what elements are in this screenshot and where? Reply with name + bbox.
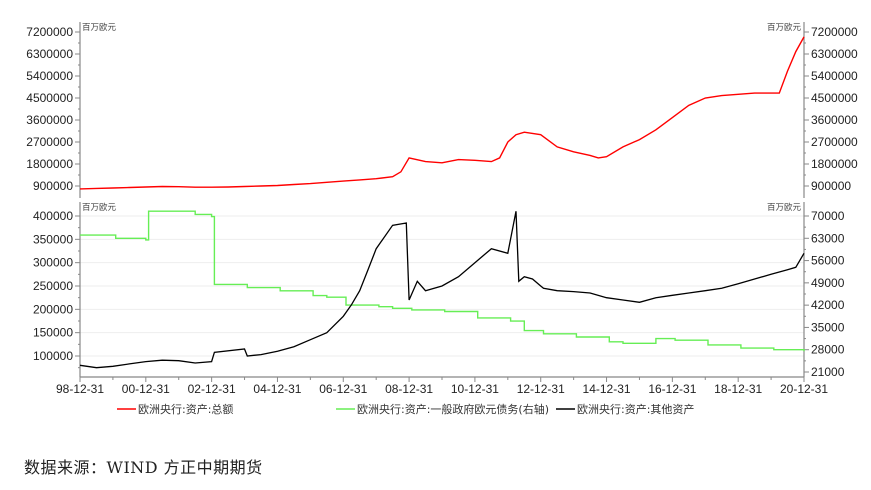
svg-text:6300000: 6300000	[26, 47, 73, 61]
top-left-ticks: 900000 1800000 2700000 3600000 4500000 540000…	[26, 25, 80, 193]
svg-text:3600000: 3600000	[811, 113, 858, 127]
svg-text:18-12-31: 18-12-31	[714, 382, 762, 396]
data-source-note: 数据来源：WIND 方正中期期货	[24, 454, 263, 478]
svg-text:2700000: 2700000	[811, 135, 858, 149]
legend-item-total-assets: 欧洲央行:资产:总额	[117, 402, 233, 416]
top-left-unit-label: 百万欧元	[82, 22, 117, 33]
ecb-balance-sheet-chart: 900000 1800000 2700000 3600000 4500000 540000…	[0, 0, 871, 440]
top-panel: 900000 1800000 2700000 3600000 4500000 540000…	[26, 22, 858, 198]
svg-text:56000: 56000	[811, 254, 845, 268]
legend: 欧洲央行:资产:总额 欧洲央行:资产:一般政府欧元债务(右轴) 欧洲央行:资产:…	[117, 402, 694, 416]
svg-text:4500000: 4500000	[26, 91, 73, 105]
svg-text:10-12-31: 10-12-31	[451, 382, 499, 396]
svg-text:49000: 49000	[811, 276, 845, 290]
svg-text:900000: 900000	[811, 179, 851, 193]
svg-text:6300000: 6300000	[811, 47, 858, 61]
svg-text:20-12-31: 20-12-31	[780, 382, 828, 396]
other-assets-line	[80, 211, 804, 367]
svg-text:70000: 70000	[811, 209, 845, 223]
svg-text:4500000: 4500000	[811, 91, 858, 105]
svg-text:14-12-31: 14-12-31	[583, 382, 631, 396]
bottom-right-unit-label: 百万欧元	[767, 202, 802, 213]
svg-text:63000: 63000	[811, 231, 845, 245]
svg-text:16-12-31: 16-12-31	[648, 382, 696, 396]
svg-text:150000: 150000	[33, 326, 73, 340]
legend-item-govt-debt: 欧洲央行:资产:一般政府欧元债务(右轴)	[336, 402, 549, 416]
svg-text:1800000: 1800000	[26, 157, 73, 171]
x-axis-ticks: 98-12-31 00-12-31 02-12-31 04-12-31 06-12-31…	[56, 377, 828, 396]
top-right-unit-label: 百万欧元	[767, 22, 802, 33]
svg-text:42000: 42000	[811, 298, 845, 312]
govt-euro-debt-line	[80, 211, 804, 351]
svg-text:900000: 900000	[33, 179, 73, 193]
svg-text:5400000: 5400000	[811, 69, 858, 83]
svg-text:300000: 300000	[33, 256, 73, 270]
svg-text:350000: 350000	[33, 232, 73, 246]
svg-text:250000: 250000	[33, 279, 73, 293]
svg-text:04-12-31: 04-12-31	[253, 382, 301, 396]
svg-text:7200000: 7200000	[26, 25, 73, 39]
svg-text:200000: 200000	[33, 302, 73, 316]
svg-text:08-12-31: 08-12-31	[385, 382, 433, 396]
svg-text:3600000: 3600000	[26, 113, 73, 127]
svg-text:98-12-31: 98-12-31	[56, 382, 104, 396]
legend-label: 欧洲央行:资产:其他资产	[577, 402, 694, 416]
bottom-right-ticks: 21000 28000 35000 42000 49000 56000 63000 70000	[804, 209, 845, 379]
legend-label: 欧洲央行:资产:一般政府欧元债务(右轴)	[357, 402, 549, 416]
svg-text:28000: 28000	[811, 343, 845, 357]
svg-text:100000: 100000	[33, 349, 73, 363]
svg-text:400000: 400000	[33, 209, 73, 223]
svg-text:02-12-31: 02-12-31	[188, 382, 236, 396]
svg-text:2700000: 2700000	[26, 135, 73, 149]
bottom-left-ticks: 100000 150000 200000 250000 300000 350000 4000…	[33, 209, 80, 368]
svg-text:12-12-31: 12-12-31	[517, 382, 565, 396]
svg-text:06-12-31: 06-12-31	[319, 382, 367, 396]
svg-text:1800000: 1800000	[811, 157, 858, 171]
total-assets-line	[80, 37, 804, 189]
bottom-panel: 100000 150000 200000 250000 300000 350000 4000…	[33, 202, 845, 396]
svg-text:5400000: 5400000	[26, 69, 73, 83]
svg-text:35000: 35000	[811, 320, 845, 334]
svg-text:7200000: 7200000	[811, 25, 858, 39]
legend-item-other-assets: 欧洲央行:资产:其他资产	[556, 402, 694, 416]
bottom-left-unit-label: 百万欧元	[82, 202, 117, 213]
legend-label: 欧洲央行:资产:总额	[138, 402, 233, 416]
top-right-ticks: 900000 1800000 2700000 3600000 4500000 540000…	[804, 25, 858, 193]
svg-text:00-12-31: 00-12-31	[122, 382, 170, 396]
svg-text:21000: 21000	[811, 365, 845, 379]
